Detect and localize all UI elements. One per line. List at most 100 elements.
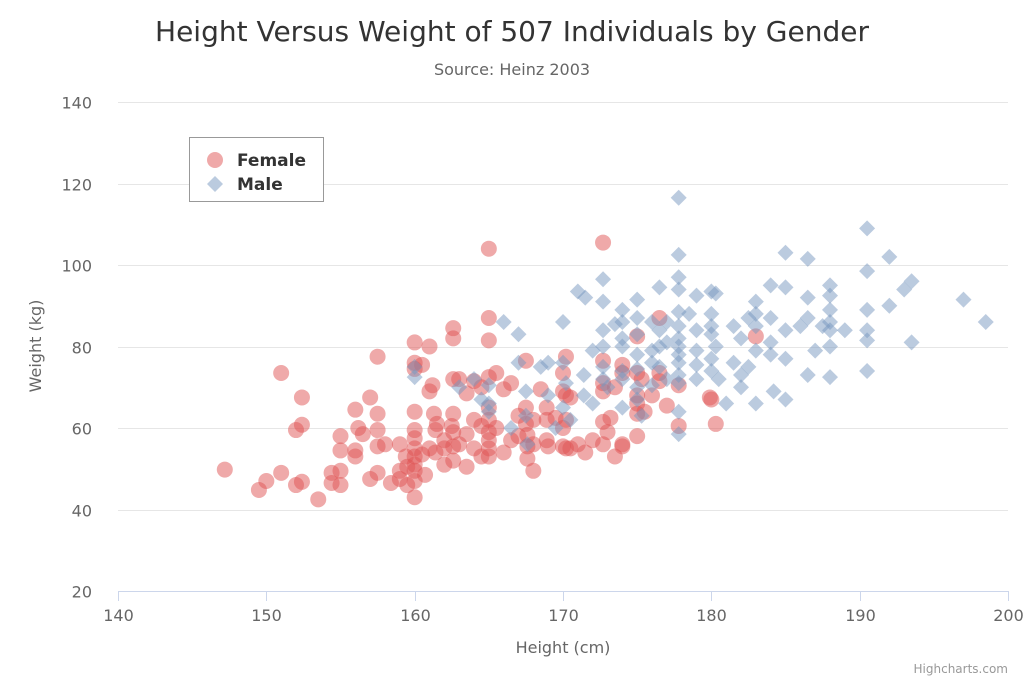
female-point[interactable]: [347, 448, 364, 465]
male-point[interactable]: [688, 371, 705, 388]
male-point[interactable]: [747, 318, 764, 335]
male-point[interactable]: [651, 358, 668, 375]
female-point[interactable]: [332, 477, 349, 494]
male-point[interactable]: [540, 354, 557, 371]
male-point[interactable]: [517, 383, 534, 400]
female-point[interactable]: [293, 473, 310, 490]
male-point[interactable]: [629, 391, 646, 408]
male-point[interactable]: [480, 395, 497, 412]
male-point[interactable]: [859, 332, 876, 349]
female-point[interactable]: [495, 444, 512, 461]
female-point[interactable]: [369, 422, 386, 439]
male-point[interactable]: [510, 326, 527, 343]
female-point[interactable]: [347, 401, 364, 418]
female-point[interactable]: [216, 461, 233, 478]
female-point[interactable]: [540, 438, 557, 455]
male-point[interactable]: [519, 436, 536, 453]
male-point[interactable]: [629, 379, 646, 396]
male-point[interactable]: [703, 350, 720, 367]
male-point[interactable]: [703, 326, 720, 343]
female-point[interactable]: [517, 399, 534, 416]
female-point[interactable]: [377, 436, 393, 453]
female-point[interactable]: [595, 234, 612, 251]
male-point[interactable]: [670, 281, 687, 298]
male-point[interactable]: [644, 377, 660, 394]
male-point[interactable]: [762, 346, 779, 363]
female-point[interactable]: [369, 348, 386, 365]
male-point[interactable]: [718, 395, 735, 412]
female-point[interactable]: [658, 397, 675, 414]
female-point[interactable]: [707, 415, 724, 432]
male-point[interactable]: [777, 244, 794, 261]
female-point[interactable]: [503, 375, 520, 392]
male-point[interactable]: [733, 330, 749, 347]
male-point[interactable]: [629, 360, 646, 377]
female-point[interactable]: [362, 389, 379, 406]
male-point[interactable]: [799, 367, 816, 384]
female-point[interactable]: [332, 442, 349, 459]
male-point[interactable]: [707, 338, 724, 355]
male-point[interactable]: [777, 322, 794, 339]
male-point[interactable]: [977, 314, 994, 331]
male-point[interactable]: [822, 314, 838, 331]
male-point[interactable]: [466, 371, 482, 388]
male-point[interactable]: [688, 356, 705, 373]
female-point[interactable]: [488, 420, 505, 436]
female-point[interactable]: [525, 462, 542, 479]
female-point[interactable]: [391, 436, 408, 453]
male-point[interactable]: [633, 407, 650, 424]
female-point[interactable]: [369, 464, 386, 481]
male-point[interactable]: [595, 358, 612, 375]
male-point[interactable]: [799, 289, 816, 306]
male-point[interactable]: [670, 354, 687, 371]
male-point[interactable]: [406, 358, 423, 375]
female-point[interactable]: [644, 387, 660, 404]
male-point[interactable]: [777, 279, 794, 296]
male-point[interactable]: [595, 293, 612, 310]
male-point[interactable]: [406, 369, 423, 386]
male-point[interactable]: [762, 334, 779, 351]
male-point[interactable]: [688, 342, 705, 359]
male-point[interactable]: [762, 277, 779, 294]
male-point[interactable]: [547, 420, 564, 436]
male-point[interactable]: [822, 369, 838, 386]
female-point[interactable]: [577, 444, 594, 461]
male-point[interactable]: [859, 220, 876, 237]
female-point[interactable]: [629, 428, 646, 445]
male-point[interactable]: [747, 305, 764, 322]
male-point[interactable]: [651, 279, 668, 296]
male-point[interactable]: [599, 379, 616, 396]
male-point[interactable]: [747, 342, 764, 359]
male-point[interactable]: [503, 420, 520, 436]
male-point[interactable]: [688, 322, 705, 339]
male-point[interactable]: [614, 338, 631, 355]
male-point[interactable]: [903, 334, 920, 351]
male-point[interactable]: [881, 297, 898, 314]
female-point[interactable]: [258, 472, 275, 489]
male-point[interactable]: [670, 318, 687, 335]
male-point[interactable]: [555, 314, 571, 331]
female-point[interactable]: [293, 389, 310, 406]
female-point[interactable]: [332, 462, 349, 479]
male-point[interactable]: [555, 399, 571, 416]
male-point[interactable]: [670, 375, 687, 392]
female-point[interactable]: [406, 489, 423, 506]
female-point[interactable]: [519, 450, 536, 467]
female-point[interactable]: [406, 334, 423, 351]
male-point[interactable]: [451, 379, 468, 396]
female-point[interactable]: [599, 424, 616, 441]
male-point[interactable]: [629, 291, 646, 308]
female-point[interactable]: [310, 491, 327, 508]
male-point[interactable]: [747, 395, 764, 412]
female-point[interactable]: [458, 426, 475, 443]
male-point[interactable]: [584, 395, 601, 412]
male-point[interactable]: [955, 291, 972, 308]
female-point[interactable]: [480, 240, 497, 257]
male-point[interactable]: [614, 399, 631, 416]
male-point[interactable]: [836, 322, 853, 339]
male-point[interactable]: [703, 318, 720, 335]
male-point[interactable]: [557, 375, 574, 392]
male-point[interactable]: [670, 246, 687, 263]
female-point[interactable]: [332, 428, 349, 445]
female-point[interactable]: [703, 391, 720, 408]
